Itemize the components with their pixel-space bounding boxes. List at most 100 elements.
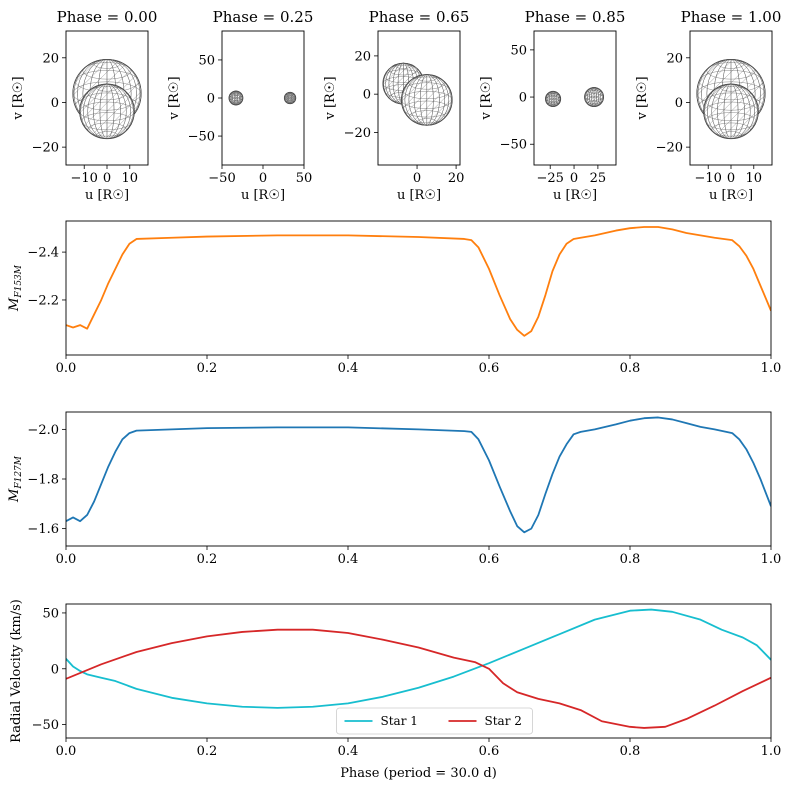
- mesh-line: [87, 86, 127, 101]
- mesh-line: [80, 85, 116, 121]
- y-axis-label: v [R☉]: [11, 76, 26, 120]
- star-2: [584, 87, 605, 107]
- y-tick-label: 0: [363, 88, 371, 103]
- mesh-line: [230, 92, 241, 104]
- mesh-line: [704, 83, 758, 139]
- mesh-line: [739, 119, 758, 138]
- y-tick-label: −20: [32, 141, 59, 156]
- y-axis-label: v [R☉]: [635, 76, 650, 120]
- mesh-line: [81, 92, 133, 111]
- y-tick-label: −50: [32, 718, 59, 733]
- y-tick-label: −1.6: [27, 522, 59, 537]
- x-tick-label: −10: [71, 171, 98, 186]
- mesh-line: [545, 91, 554, 100]
- mesh-line: [81, 112, 133, 131]
- y-axis-label: v [R☉]: [323, 76, 338, 120]
- x-axis-label: u [R☉]: [553, 188, 597, 203]
- legend-label: Star 1: [381, 714, 418, 728]
- x-tick-label: 0.0: [56, 361, 77, 376]
- mesh-line: [228, 90, 237, 99]
- x-tick-label: 50: [296, 171, 313, 186]
- mesh-line: [98, 102, 134, 138]
- x-tick-label: 0.2: [197, 744, 218, 759]
- mesh-line: [229, 91, 239, 101]
- mesh-line: [729, 109, 759, 139]
- mesh-line: [547, 93, 559, 105]
- mesh-line: [425, 98, 453, 126]
- panel-title: Phase = 0.65: [369, 8, 470, 26]
- mesh-line: [596, 99, 604, 107]
- x-tick-label: 0.4: [338, 361, 359, 376]
- y-tick-label: 20: [354, 49, 371, 64]
- x-tick-label: 0: [259, 171, 267, 186]
- x-tick-label: 0.4: [338, 552, 359, 567]
- axes-frame: [65, 411, 772, 547]
- mesh-line: [408, 110, 445, 124]
- x-tick-label: 0.6: [479, 744, 500, 759]
- x-tick-label: 1.0: [761, 361, 782, 376]
- legend-box: [336, 707, 533, 735]
- mesh-line: [705, 92, 757, 111]
- mesh-line: [548, 94, 560, 106]
- orbit-panel-3: −25 0 25 −50 0 50 Phase = 0.85 u [R☉] v [R☉]: [479, 8, 625, 203]
- panel-title: Phase = 0.25: [213, 8, 314, 26]
- panel-title: Phase = 0.00: [57, 8, 158, 26]
- mesh-line: [722, 102, 758, 138]
- y-tick-label: 0: [207, 92, 215, 107]
- x-tick-label: 0: [413, 171, 421, 186]
- x-axis-label: u [R☉]: [241, 188, 285, 203]
- series-line-curve: [66, 416, 771, 534]
- axes-frame: [533, 30, 617, 166]
- x-tick-label: 0: [103, 171, 111, 186]
- x-axis-label: u [R☉]: [709, 188, 753, 203]
- x-tick-label: 0.0: [56, 552, 77, 567]
- mesh-line: [92, 96, 131, 135]
- x-tick-label: 0: [570, 171, 578, 186]
- mesh-line: [80, 83, 134, 139]
- mesh-line: [716, 96, 755, 135]
- mesh-line: [707, 88, 746, 127]
- mesh-line: [385, 66, 415, 95]
- mesh-line: [382, 63, 405, 85]
- mesh-line: [87, 122, 127, 137]
- mesh-line: [705, 112, 757, 131]
- mesh-line: [383, 64, 398, 78]
- stars: [545, 87, 605, 107]
- y-axis-label: Radial Velocity (km/s): [9, 599, 24, 743]
- mesh-line: [703, 84, 733, 114]
- line-panel-1: 0.0 0.2 0.4 0.6 0.8 1.0 −2.0 −1.8 −1.6 MF127M: [7, 411, 781, 567]
- mesh-line: [711, 91, 751, 131]
- x-tick-label: 0.0: [56, 744, 77, 759]
- mesh-line: [405, 78, 441, 114]
- mesh-line: [585, 88, 600, 103]
- mesh-line: [408, 81, 445, 118]
- x-tick-label: 25: [590, 171, 607, 186]
- mesh-line: [82, 62, 132, 80]
- mesh-line: [388, 64, 419, 76]
- mesh-line: [383, 64, 411, 91]
- mesh-line: [413, 86, 449, 122]
- star-2: [79, 83, 135, 140]
- x-tick-label: 0.8: [620, 744, 641, 759]
- x-tick-label: 10: [746, 171, 763, 186]
- x-axis-label: u [R☉]: [85, 188, 129, 203]
- y-tick-label: −50: [500, 138, 527, 153]
- mesh-line: [401, 74, 429, 102]
- y-tick-label: −50: [188, 130, 215, 145]
- y-tick-label: 50: [510, 43, 527, 58]
- star-1: [545, 90, 562, 107]
- mesh-line: [546, 92, 558, 104]
- legend: Star 1 Star 2: [336, 707, 533, 735]
- mesh-line: [105, 109, 135, 139]
- mesh-line: [545, 91, 556, 102]
- x-tick-label: −10: [695, 171, 722, 186]
- y-tick-label: 0: [51, 662, 59, 677]
- series-group: [66, 608, 771, 729]
- mesh-line: [584, 87, 598, 101]
- x-tick-label: 0: [727, 171, 735, 186]
- line-panel-2: 0.0 0.2 0.4 0.6 0.8 1.0 −50 0 50 Radial Velocity …: [9, 599, 781, 781]
- x-tick-label: 0.2: [197, 552, 218, 567]
- y-tick-label: 20: [666, 51, 683, 66]
- mesh-line: [434, 107, 452, 125]
